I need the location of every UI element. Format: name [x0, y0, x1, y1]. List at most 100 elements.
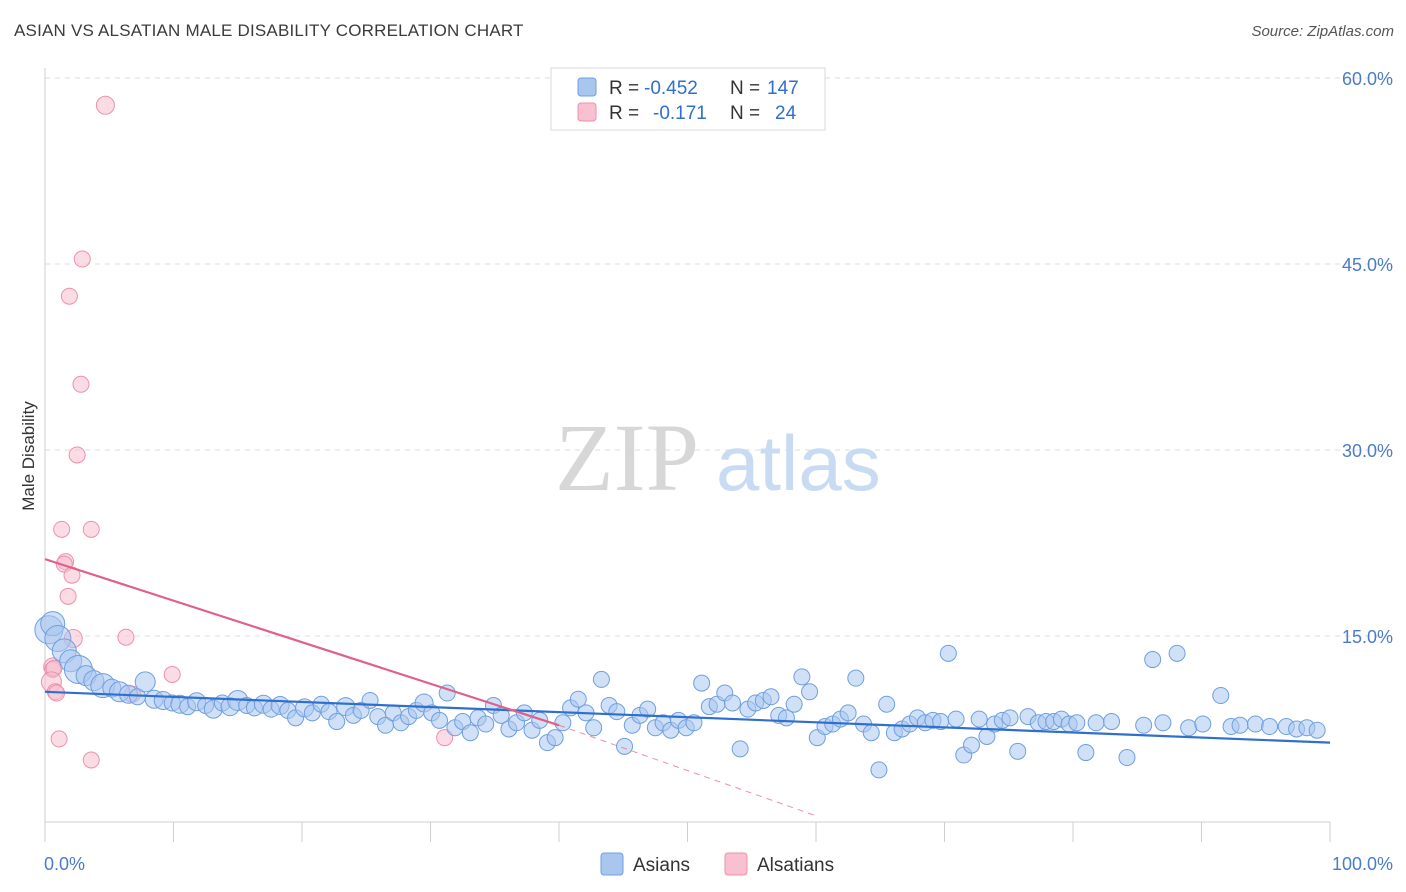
asian-point — [569, 690, 587, 708]
asian-point — [947, 710, 965, 728]
y-tick-label: 60.0% — [1342, 69, 1393, 89]
chart-title: ASIAN VS ALSATIAN MALE DISABILITY CORREL… — [14, 21, 524, 40]
alsatian-point — [53, 520, 71, 538]
alsatian-trend-extension — [558, 724, 817, 817]
series-legend-label-asians: Asians — [633, 855, 690, 876]
legend-n-label-asians: N = — [730, 78, 760, 99]
asian-point — [1308, 721, 1326, 739]
asian-point — [1135, 716, 1153, 734]
series-legend-swatch-alsatians — [724, 852, 748, 876]
asian-point — [438, 684, 456, 702]
asian-point — [477, 715, 495, 733]
asian-trend-line — [44, 690, 1331, 744]
x-tick-label: 0.0% — [44, 854, 85, 874]
asian-point — [1087, 714, 1105, 732]
asian-point — [870, 761, 888, 779]
asian-point — [939, 644, 957, 662]
alsatian-point — [95, 95, 115, 115]
legend-n-label-alsatians: N = — [730, 103, 760, 124]
asian-point — [793, 668, 811, 686]
legend-n-value-alsatians: 24 — [775, 103, 797, 124]
watermark-atlas: atlas — [716, 419, 881, 507]
asian-point — [1168, 644, 1186, 662]
asian-points — [34, 611, 1326, 779]
correlation-legend: R = -0.452 N = 147 R = -0.171 N = 24 — [550, 67, 826, 131]
asian-point — [862, 724, 880, 742]
asian-point — [1180, 719, 1198, 737]
asian-point — [878, 695, 896, 713]
asian-point — [1103, 713, 1121, 731]
axes-layer: 15.0% 30.0% 45.0% 60.0% 0.0% 100.0% — [44, 68, 1393, 874]
alsatian-point — [436, 729, 454, 747]
asian-point — [685, 714, 703, 732]
asian-point — [1009, 742, 1027, 760]
series-legend-swatch-asians — [600, 852, 624, 876]
source-attribution: Source: ZipAtlas.com — [1251, 23, 1394, 40]
alsatian-points — [40, 95, 454, 769]
alsatian-point — [73, 250, 91, 268]
asian-point — [554, 714, 572, 732]
asian-point — [546, 729, 564, 747]
alsatian-point — [163, 665, 181, 683]
asian-point — [693, 674, 711, 692]
asian-point — [328, 713, 346, 731]
watermark-zip: ZIP — [555, 404, 699, 511]
asian-point — [461, 724, 479, 742]
watermark: ZIP atlas — [555, 404, 881, 511]
asian-point — [1118, 749, 1136, 767]
legend-r-label-alsatians: R = — [609, 103, 639, 124]
asian-point — [1246, 715, 1264, 733]
asian-point — [608, 703, 626, 721]
asian-point — [134, 671, 156, 693]
legend-r-label-asians: R = — [609, 78, 639, 99]
series-legend-label-alsatians: Alsatians — [757, 855, 834, 876]
series-legend: Asians Alsatians — [600, 852, 834, 876]
alsatian-point — [59, 587, 77, 605]
asian-point — [616, 737, 634, 755]
asian-point — [962, 736, 980, 754]
legend-swatch-alsatians — [577, 102, 597, 122]
y-tick-label: 45.0% — [1342, 255, 1393, 275]
asian-point — [1068, 714, 1086, 732]
asian-point — [847, 669, 865, 687]
asian-point — [1154, 714, 1172, 732]
alsatian-trend-line — [44, 558, 560, 727]
asian-point — [361, 691, 379, 709]
alsatian-point — [60, 287, 78, 305]
asian-point — [515, 704, 533, 722]
asian-point — [731, 740, 749, 758]
y-axis-label: Male Disability — [19, 401, 38, 511]
alsatian-point — [82, 520, 100, 538]
legend-swatch-asians — [577, 77, 597, 97]
trend-lines — [44, 558, 1331, 817]
alsatian-point — [72, 375, 90, 393]
asian-point — [1077, 744, 1095, 762]
x-tick-label: 100.0% — [1332, 854, 1393, 874]
alsatian-point — [50, 730, 68, 748]
asian-point — [1212, 687, 1230, 705]
asian-point — [970, 710, 988, 728]
alsatian-point — [82, 751, 100, 769]
asian-point — [1261, 718, 1279, 736]
asian-point — [1001, 709, 1019, 727]
asian-point — [1231, 716, 1249, 734]
asian-point — [762, 688, 780, 706]
y-tick-label: 15.0% — [1342, 627, 1393, 647]
legend-n-value-asians: 147 — [767, 78, 799, 99]
legend-r-value-alsatians: -0.171 — [653, 103, 707, 124]
asian-point — [1144, 651, 1162, 669]
asian-point — [801, 683, 819, 701]
asian-point — [430, 711, 448, 729]
alsatian-point — [68, 446, 86, 464]
legend-r-value-asians: -0.452 — [644, 78, 698, 99]
asian-point — [839, 704, 857, 722]
asian-point — [1194, 715, 1212, 733]
asian-point — [592, 670, 610, 688]
alsatian-point — [117, 628, 135, 646]
asian-point — [585, 719, 603, 737]
asian-point — [785, 695, 803, 713]
y-tick-label: 30.0% — [1342, 441, 1393, 461]
grid-layer — [45, 77, 1392, 637]
asian-point — [723, 694, 741, 712]
